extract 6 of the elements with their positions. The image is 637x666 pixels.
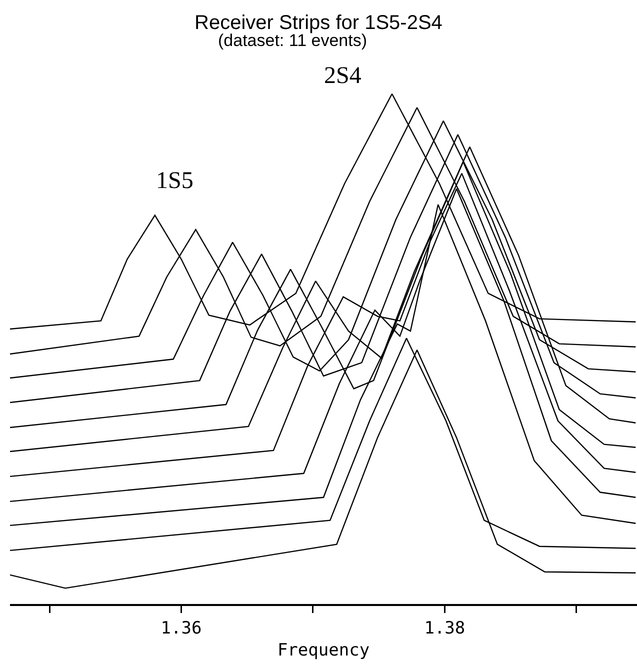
annotation: 1S5	[156, 168, 194, 194]
x-tick-label: 1.38	[424, 618, 466, 638]
x-axis-title: Frequency	[277, 640, 370, 660]
x-tick-label: 1.36	[160, 618, 202, 638]
chart-title: Receiver Strips for 1S5-2S4	[194, 12, 442, 34]
text: 2S4	[324, 63, 362, 89]
